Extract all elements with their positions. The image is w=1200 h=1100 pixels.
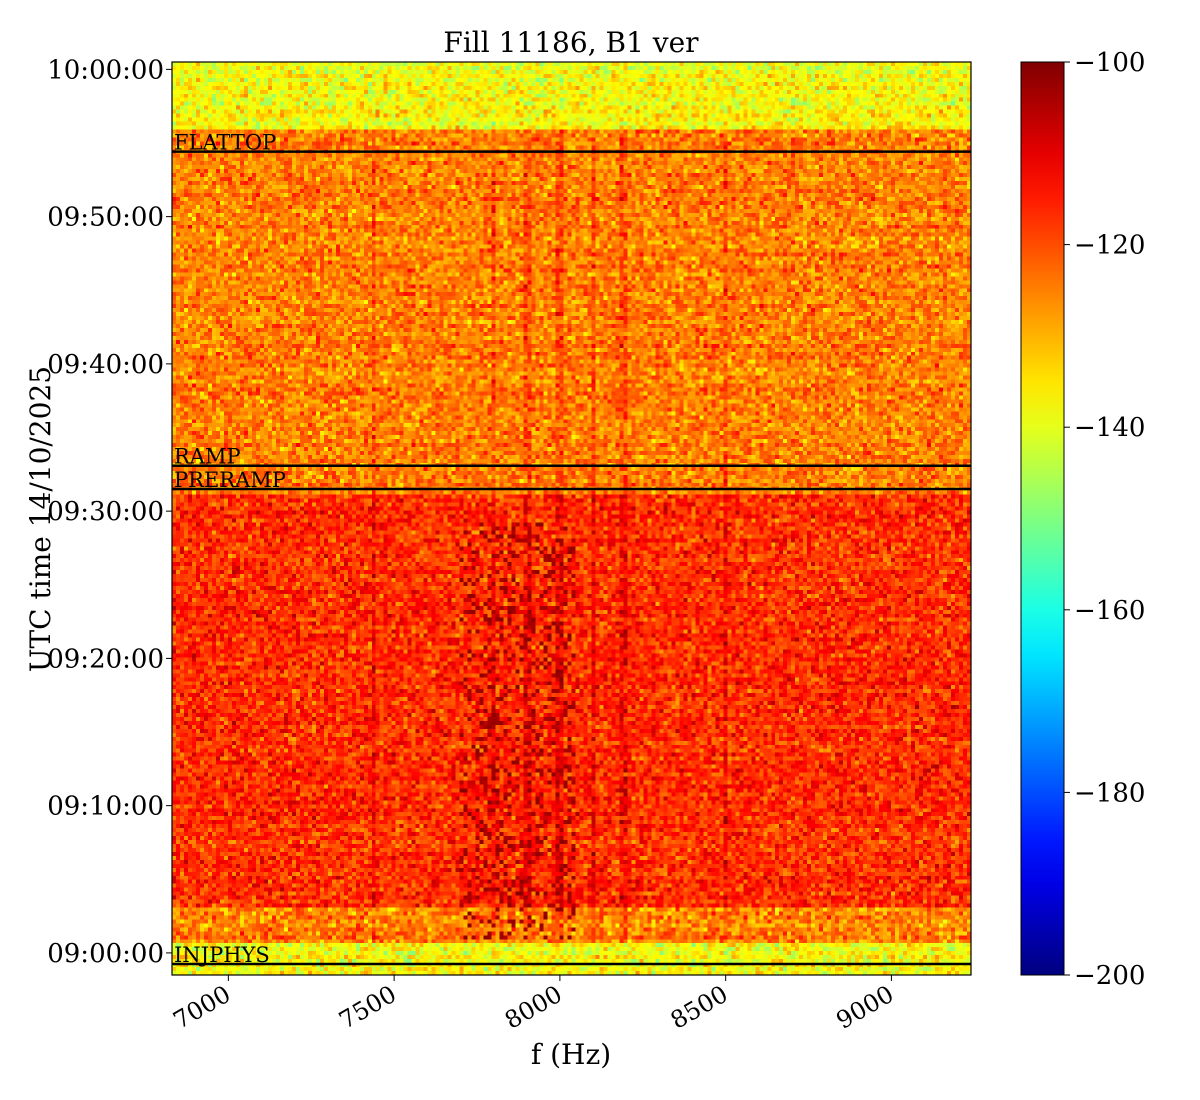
y-axis: 09:00:00 09:10:00 09:20:00 09:30:00 09:40:00… — [47, 55, 172, 969]
x-axis-label: f (Hz) — [531, 1038, 611, 1071]
spectrogram-heatmap — [172, 62, 971, 975]
chart-title: Fill 11186, B1 ver — [443, 26, 699, 59]
y-tick-label: 09:00:00 — [47, 939, 164, 969]
colorbar-tick-label: −180 — [1074, 778, 1145, 808]
x-tick-label: 7000 — [168, 980, 235, 1035]
y-tick-label: 10:00:00 — [47, 55, 164, 85]
y-tick-label: 09:20:00 — [47, 644, 164, 674]
x-tick-label: 9000 — [832, 980, 899, 1035]
y-tick-label: 09:50:00 — [47, 203, 164, 233]
y-tick-label: 09:40:00 — [47, 350, 164, 380]
x-tick-label: 8500 — [666, 980, 733, 1035]
colorbar — [1020, 61, 1065, 976]
colorbar-axis: −100 −120 −140 −160 −180 −200 — [1064, 48, 1145, 991]
y-tick-label: 09:10:00 — [47, 792, 164, 822]
y-axis-label: UTC time 14/10/2025 — [24, 366, 57, 672]
colorbar-tick-label: −120 — [1074, 231, 1145, 261]
colorbar-tick-label: −160 — [1074, 596, 1145, 626]
colorbar-tick-label: −140 — [1074, 413, 1145, 443]
heatmap-cells — [172, 62, 971, 975]
x-tick-label: 7500 — [334, 980, 401, 1035]
event-label: FLATTOP — [174, 131, 276, 155]
x-tick-label: 8000 — [500, 980, 567, 1035]
event-label: INJPHYS — [174, 943, 270, 967]
event-label: PRERAMP — [174, 468, 286, 492]
colorbar-tick-label: −100 — [1074, 48, 1145, 78]
y-tick-label: 09:30:00 — [47, 497, 164, 527]
x-axis: 7000 7500 8000 8500 9000 — [168, 975, 898, 1035]
colorbar-tick-label: −200 — [1074, 961, 1145, 991]
event-label: RAMP — [174, 445, 241, 469]
plot-frame — [171, 61, 972, 976]
